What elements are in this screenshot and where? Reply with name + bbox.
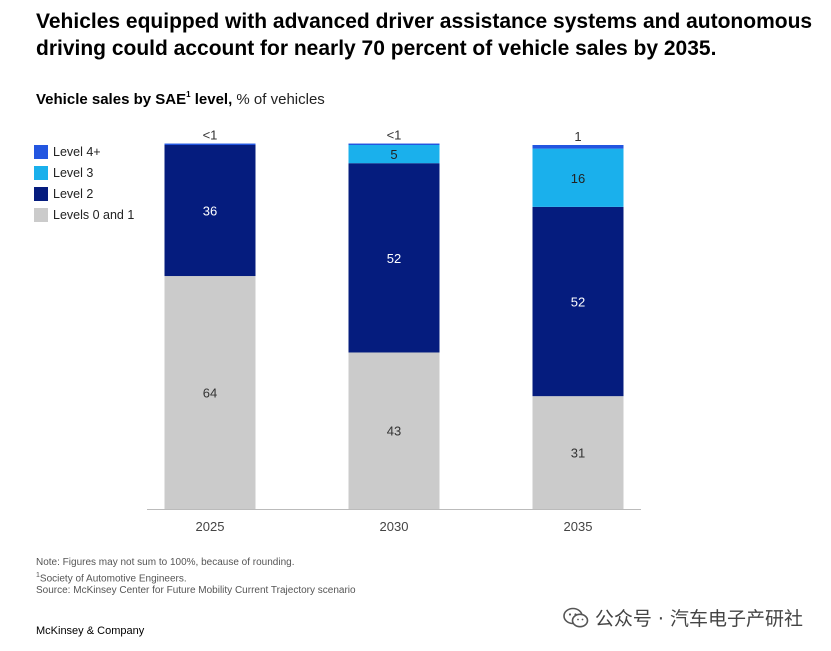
data-label: 52 [571, 295, 585, 310]
x-tick-label: 2025 [196, 519, 225, 534]
bar-segment [532, 148, 624, 207]
legend-label: Level 4+ [53, 144, 101, 159]
data-label: 36 [203, 204, 217, 219]
bar-segment [532, 396, 624, 509]
subtitle-suffix: level, [194, 91, 233, 108]
bar-segment [532, 206, 624, 397]
wechat-icon [563, 607, 589, 627]
data-label: 64 [203, 386, 217, 401]
data-label: 5 [390, 147, 397, 162]
brand-label: McKinsey & Company [36, 625, 145, 637]
data-label: 16 [571, 171, 585, 186]
subtitle-main: Vehicle sales by SAE [36, 91, 187, 108]
legend-swatch [34, 186, 48, 201]
bar-segment [348, 145, 440, 164]
legend-swatch [34, 165, 48, 180]
data-label: 52 [387, 251, 401, 266]
bar-segment [164, 145, 256, 277]
stacked-bar-chart: 64 36 <1 2025 43 52 5 <1 2030 31 52 16 1 2035 [147, 128, 641, 534]
data-label: 43 [387, 424, 401, 439]
bar-segment [164, 143, 256, 145]
note-footnote: 1Society of Automotive Engineers. [36, 570, 356, 586]
data-label: 1 [574, 129, 581, 144]
legend-item: Level 2 [34, 183, 134, 204]
chart-legend: Level 4+ Level 3 Level 2 Levels 0 and 1 [34, 141, 134, 225]
legend-item: Level 4+ [34, 141, 134, 162]
chart-subtitle: Vehicle sales by SAE1 level, % of vehicl… [36, 90, 325, 108]
subtitle-unit: % of vehicles [236, 91, 325, 108]
chart-title-heading: Vehicles equipped with advanced driver a… [36, 10, 813, 60]
bar-segment [164, 276, 256, 509]
footnote-text: Society of Automotive Engineers. [39, 572, 187, 584]
bar-segment [348, 143, 440, 145]
watermark-text: 公众号 · 汽车电子产研社 [594, 608, 803, 630]
chart-notes: Note: Figures may not sum to 100%, becau… [36, 557, 356, 598]
note-rounding: Note: Figures may not sum to 100%, becau… [36, 557, 295, 568]
bar-segment [532, 145, 624, 149]
data-label: <1 [203, 128, 218, 143]
watermark: 公众号 · 汽车电子产研社 [563, 604, 803, 631]
footnote-mark: 1 [36, 571, 40, 579]
legend-swatch [34, 207, 48, 222]
subtitle-superscript: 1 [186, 90, 191, 99]
legend-label: Level 3 [53, 165, 94, 180]
legend-label: Levels 0 and 1 [53, 207, 135, 222]
note-source: Source: McKinsey Center for Future Mobil… [36, 585, 356, 597]
data-label: <1 [387, 128, 402, 143]
x-tick-label: 2030 [380, 519, 409, 534]
bar-segment [348, 352, 440, 509]
bar-segment [348, 163, 440, 353]
legend-swatch [34, 144, 48, 159]
legend-item: Level 3 [34, 162, 134, 183]
legend-item: Levels 0 and 1 [34, 204, 134, 225]
data-label: 31 [571, 446, 585, 461]
x-tick-label: 2035 [564, 519, 593, 534]
legend-label: Level 2 [53, 186, 94, 201]
